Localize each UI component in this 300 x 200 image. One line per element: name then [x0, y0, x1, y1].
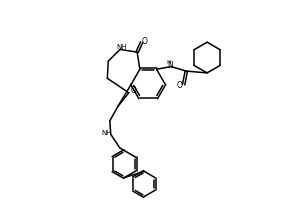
Text: NH: NH — [101, 130, 112, 136]
Text: NH: NH — [116, 44, 127, 50]
Text: O: O — [177, 81, 183, 90]
Text: N: N — [167, 61, 173, 70]
Text: H: H — [167, 60, 171, 65]
Text: O: O — [141, 37, 147, 46]
Text: O: O — [131, 86, 137, 95]
